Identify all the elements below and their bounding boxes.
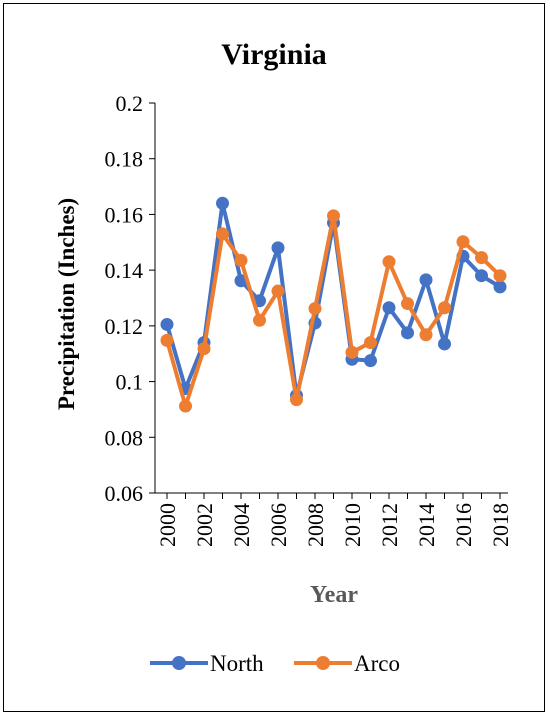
series-arco [160, 209, 507, 413]
data-point [401, 297, 414, 311]
y-axis-tick-marks [149, 102, 155, 494]
x-tick-label: 2008 [303, 503, 328, 547]
y-axis-label: Precipitation (Inches) [54, 198, 79, 410]
legend: North Arco [150, 651, 400, 676]
data-point [271, 284, 285, 298]
chart-title: Virginia [221, 38, 327, 71]
data-point [345, 345, 359, 359]
data-point [308, 302, 322, 316]
data-point [253, 313, 266, 327]
data-point [216, 196, 229, 210]
data-point [271, 241, 285, 255]
data-point [419, 328, 433, 342]
data-point [419, 273, 433, 287]
y-tick-label: 0.08 [105, 425, 144, 450]
x-tick-label: 2016 [451, 503, 476, 547]
y-tick-label: 0.2 [116, 91, 144, 116]
x-axis-tick-labels: 2000 2002 2004 2006 2008 2010 2012 2014 2016 2018 [155, 503, 513, 547]
data-point [364, 354, 377, 368]
data-point [382, 255, 396, 269]
data-point [438, 337, 451, 351]
y-tick-label: 0.16 [105, 202, 144, 227]
data-point [382, 301, 396, 315]
data-point [438, 301, 451, 315]
data-point [179, 399, 192, 413]
legend-marker [316, 656, 330, 670]
legend-marker [172, 656, 186, 670]
data-point [364, 336, 377, 350]
x-tick-label: 2006 [266, 503, 291, 547]
chart-frame [3, 3, 545, 712]
x-axis-label: Year [310, 582, 358, 608]
x-tick-label: 2004 [229, 503, 254, 547]
legend-label: North [210, 651, 264, 676]
x-axis-tick-marks [166, 493, 501, 499]
x-tick-label: 2012 [377, 503, 402, 547]
data-point [327, 209, 340, 223]
data-point [234, 253, 248, 267]
legend-label: Arco [354, 651, 400, 676]
y-tick-label: 0.1 [116, 370, 144, 395]
data-point [160, 333, 174, 347]
data-point [475, 251, 488, 265]
y-tick-label: 0.06 [105, 481, 144, 506]
data-point [475, 269, 488, 283]
x-tick-label: 2014 [414, 503, 439, 547]
data-point [401, 326, 414, 340]
data-point [456, 235, 470, 249]
x-tick-label: 2010 [340, 503, 365, 547]
data-point [290, 393, 303, 407]
series-layer [160, 196, 507, 413]
data-point [493, 280, 507, 294]
data-point [493, 269, 507, 283]
y-tick-label: 0.14 [105, 258, 144, 283]
y-tick-label: 0.18 [105, 147, 144, 172]
x-tick-label: 2018 [488, 503, 513, 547]
x-tick-label: 2002 [192, 503, 217, 547]
y-axis-tick-labels: 0.06 0.08 0.1 0.12 0.14 0.16 0.18 0.2 [105, 91, 144, 506]
y-tick-label: 0.12 [105, 314, 144, 339]
data-point [160, 317, 174, 331]
data-point [216, 227, 229, 241]
x-tick-label: 2000 [155, 503, 180, 547]
data-point [197, 342, 211, 356]
